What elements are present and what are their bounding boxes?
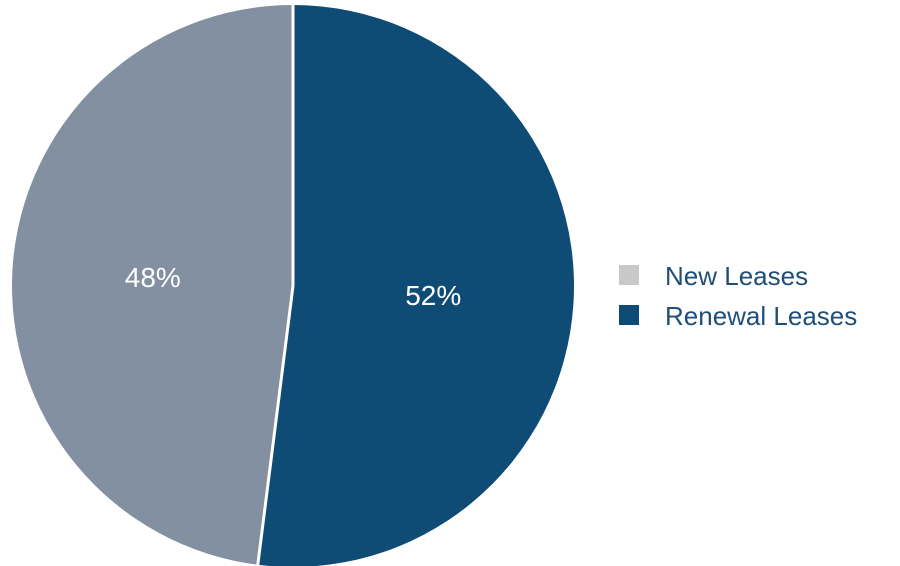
- pie-slices: [11, 5, 574, 566]
- legend-label-new-leases: New Leases: [665, 261, 808, 291]
- pie-slice-new-leases: [11, 5, 293, 565]
- pie-labels: 52% 48%: [125, 262, 461, 311]
- legend-label-renewal-leases: Renewal Leases: [665, 301, 857, 331]
- slice-label-renewal-leases: 52%: [405, 280, 461, 311]
- pie-slice-renewal-leases: [257, 5, 574, 566]
- slice-label-new-leases: 48%: [125, 262, 181, 293]
- legend: New Leases Renewal Leases: [619, 261, 857, 331]
- legend-swatch-new-leases: [619, 265, 639, 285]
- legend-swatch-renewal-leases: [619, 305, 639, 325]
- slice-separator: [256, 285, 295, 565]
